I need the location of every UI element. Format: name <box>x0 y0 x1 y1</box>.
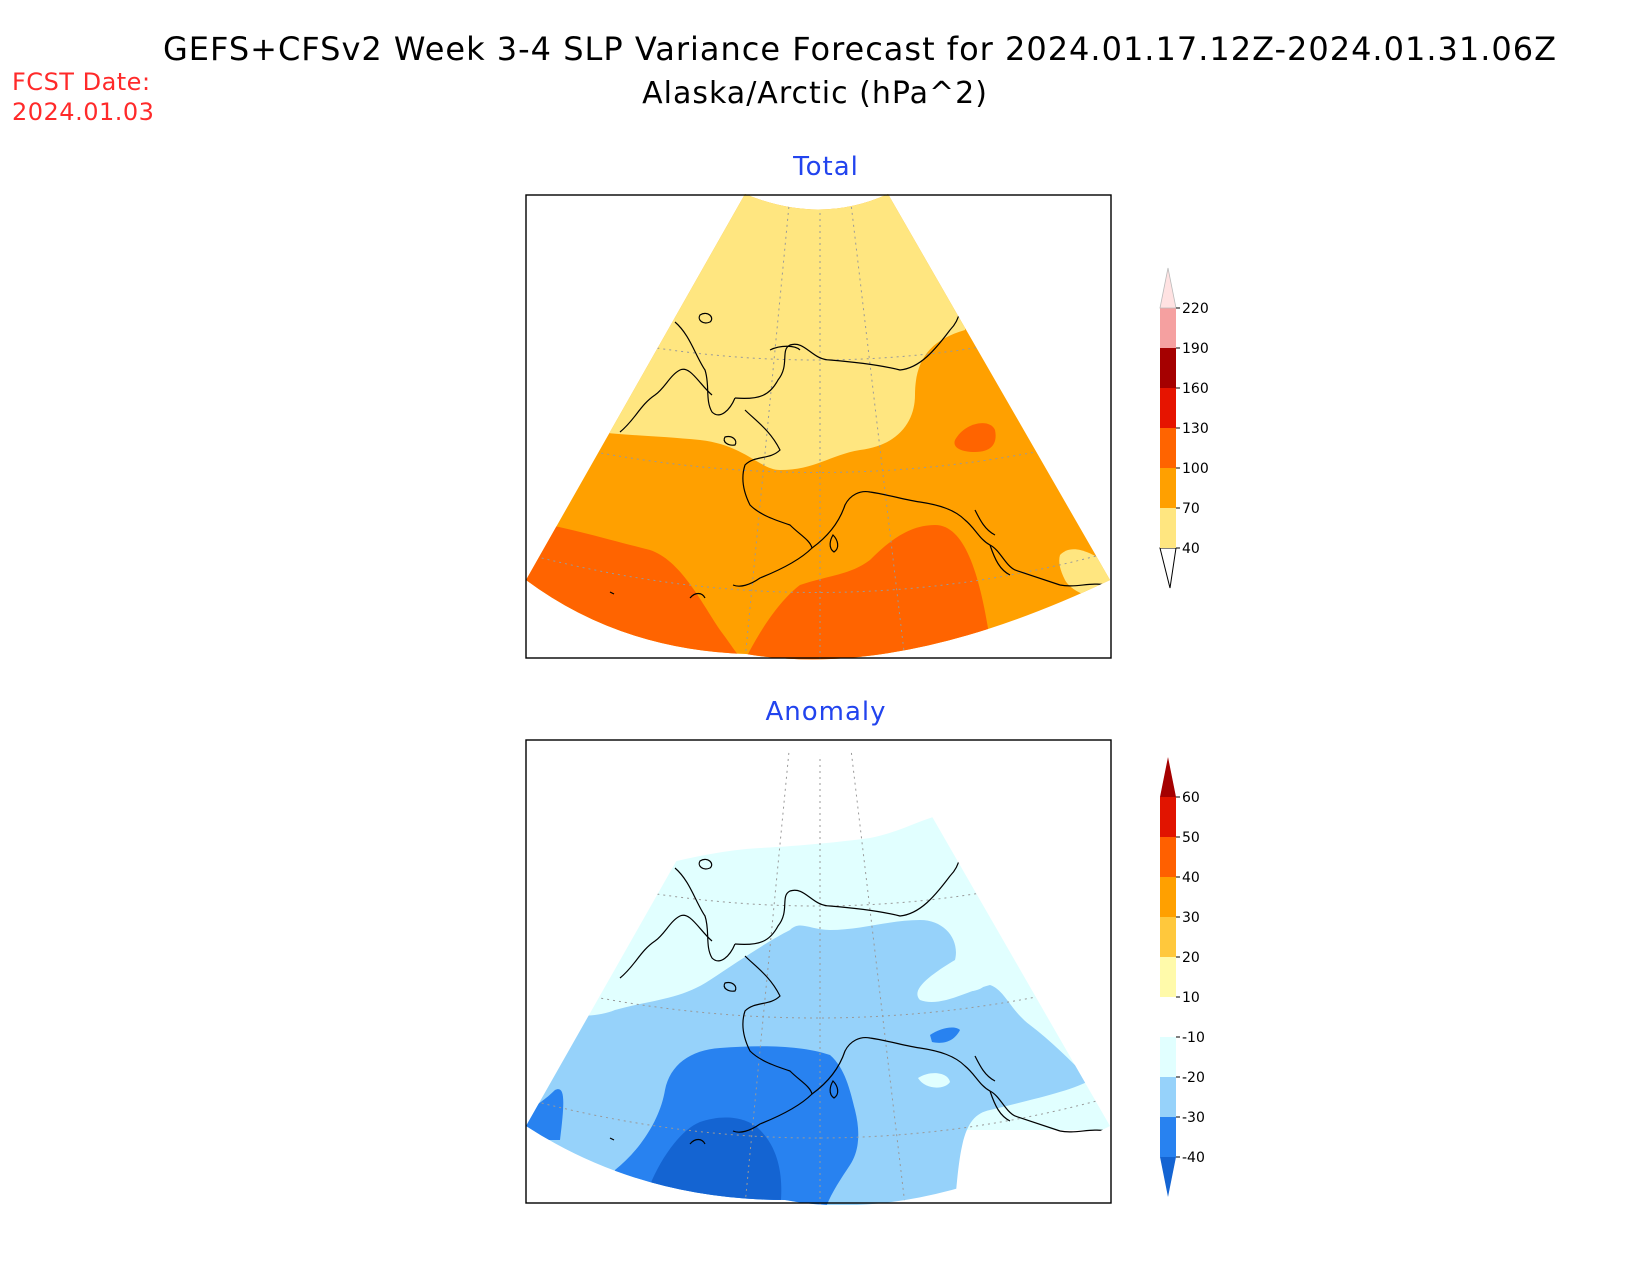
forecast-date-value: 2024.01.03 <box>12 98 155 126</box>
anomaly-fill-minus10-hole <box>950 978 985 992</box>
total-colorbar-low-tip <box>1159 547 1177 589</box>
anomaly-colorbar-label: 30 <box>1182 910 1200 926</box>
total-fill-100-130-blob <box>954 423 996 452</box>
total-colorbar-segment <box>1160 388 1176 428</box>
anomaly-fill-minus10-hole2 <box>918 1073 950 1088</box>
total-colorbar-label: 190 <box>1182 341 1209 357</box>
total-colorbar-label: 220 <box>1182 301 1209 317</box>
anomaly-colorbar-label: 40 <box>1182 870 1200 886</box>
anomaly-colorbar-label: 60 <box>1182 790 1200 806</box>
anomaly-fill-minus30-w <box>526 1089 564 1140</box>
total-colorbar-label: 40 <box>1182 541 1200 557</box>
anomaly-colorbar-low-tip <box>1160 1157 1176 1197</box>
anomaly-colorbar-segment <box>1160 877 1176 917</box>
total-colorbar-segment <box>1160 468 1176 508</box>
anomaly-colorbar-label: 50 <box>1182 830 1200 846</box>
anomaly-colorbar-segment <box>1160 1037 1176 1077</box>
total-colorbar-label: 100 <box>1182 461 1209 477</box>
anomaly-map-panel <box>525 739 1112 1206</box>
anomaly-colorbar-label: -20 <box>1182 1070 1205 1086</box>
anomaly-colorbar-segment <box>1160 797 1176 837</box>
anomaly-colorbar-segment <box>1160 917 1176 957</box>
panel-title-anomaly: Anomaly <box>765 697 887 727</box>
total-colorbar-segment <box>1160 308 1176 348</box>
anomaly-fill-minus40 <box>650 1117 782 1206</box>
anomaly-colorbar-high-tip <box>1160 757 1176 797</box>
anomaly-colorbar-segment <box>1160 1077 1176 1117</box>
total-colorbar-high-tip <box>1159 267 1177 309</box>
total-colorbar-label: 70 <box>1182 501 1200 517</box>
anomaly-colorbar-segment <box>1160 1117 1176 1157</box>
anomaly-colorbar: -40 -30 -20 -10 10 20 30 40 50 60 <box>1160 757 1205 1197</box>
anomaly-colorbar-label: -30 <box>1182 1110 1205 1126</box>
total-colorbar-segment <box>1160 348 1176 388</box>
anomaly-fill-minus30-blob <box>930 1027 960 1043</box>
total-colorbar-segment <box>1160 428 1176 468</box>
total-fill-100-130-s <box>745 525 995 660</box>
anomaly-colorbar-label: -40 <box>1182 1150 1205 1166</box>
total-colorbar-label: 130 <box>1182 421 1209 437</box>
anomaly-colorbar-segment <box>1160 837 1176 877</box>
anomaly-colorbar-label: 10 <box>1182 990 1200 1006</box>
anomaly-colorbar-label: -10 <box>1182 1030 1205 1046</box>
panel-title-total: Total <box>793 152 859 182</box>
total-map-panel <box>525 194 1112 660</box>
main-title: GEFS+CFSv2 Week 3-4 SLP Variance Forecas… <box>162 30 1558 68</box>
anomaly-colorbar-label: 20 <box>1182 950 1200 966</box>
total-colorbar-label: 160 <box>1182 381 1209 397</box>
anomaly-colorbar-segment <box>1160 957 1176 997</box>
total-colorbar: 40 70 100 130 160 190 220 <box>1159 267 1209 589</box>
subtitle: Alaska/Arctic (hPa^2) <box>642 76 988 111</box>
forecast-date-label: FCST Date: <box>12 68 151 96</box>
anomaly-colorbar-segment <box>1160 997 1176 1037</box>
total-colorbar-segment <box>1160 508 1176 548</box>
